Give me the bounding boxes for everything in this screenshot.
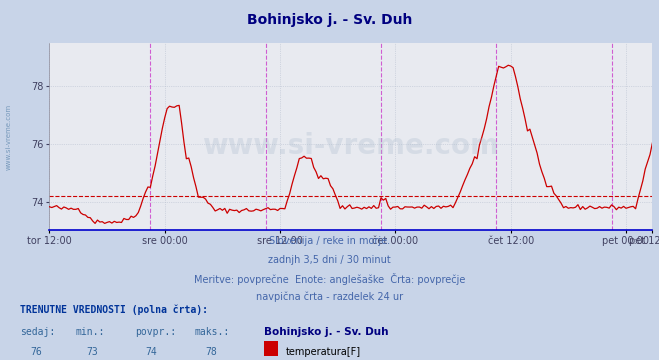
Text: www.si-vreme.com: www.si-vreme.com: [202, 132, 500, 160]
Text: 78: 78: [205, 347, 217, 357]
Text: Bohinjsko j. - Sv. Duh: Bohinjsko j. - Sv. Duh: [264, 327, 388, 337]
Text: povpr.:: povpr.:: [135, 327, 176, 337]
Text: zadnjh 3,5 dni / 30 minut: zadnjh 3,5 dni / 30 minut: [268, 255, 391, 265]
Text: Meritve: povprečne  Enote: anglešaške  Črta: povprečje: Meritve: povprečne Enote: anglešaške Črt…: [194, 273, 465, 285]
Text: Bohinjsko j. - Sv. Duh: Bohinjsko j. - Sv. Duh: [247, 13, 412, 27]
Text: 73: 73: [86, 347, 98, 357]
Text: maks.:: maks.:: [194, 327, 229, 337]
Text: navpična črta - razdelek 24 ur: navpična črta - razdelek 24 ur: [256, 292, 403, 302]
Text: www.si-vreme.com: www.si-vreme.com: [5, 104, 11, 170]
Text: temperatura[F]: temperatura[F]: [285, 347, 360, 357]
Text: min.:: min.:: [76, 327, 105, 337]
Text: Slovenija / reke in morje.: Slovenija / reke in morje.: [269, 236, 390, 246]
Text: sedaj:: sedaj:: [20, 327, 55, 337]
Text: 74: 74: [146, 347, 158, 357]
Text: TRENUTNE VREDNOSTI (polna črta):: TRENUTNE VREDNOSTI (polna črta):: [20, 304, 208, 315]
Text: 76: 76: [30, 347, 42, 357]
